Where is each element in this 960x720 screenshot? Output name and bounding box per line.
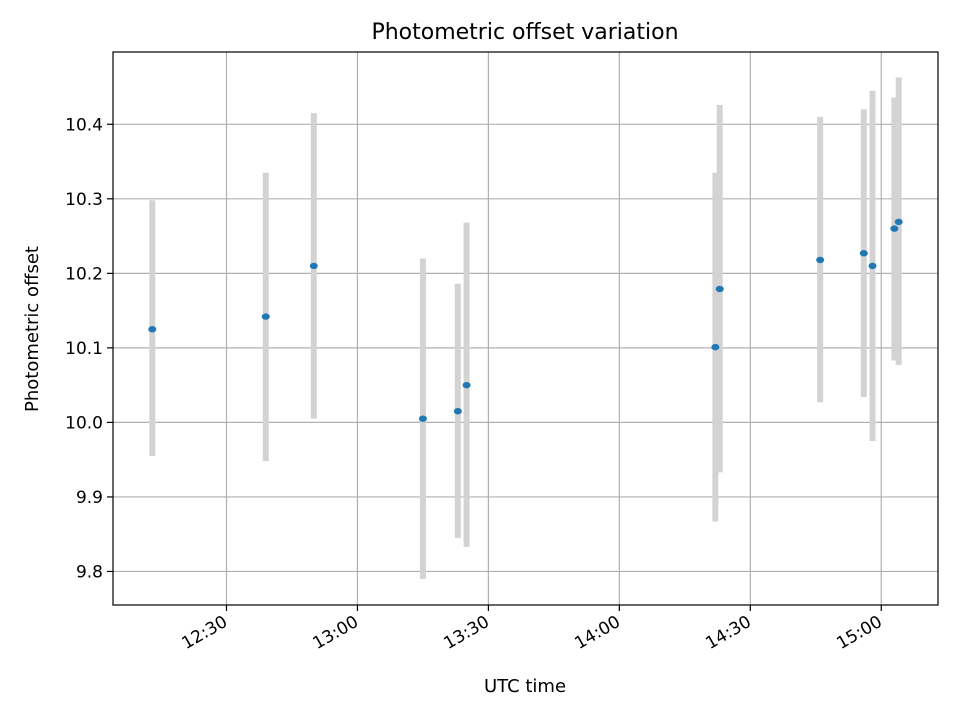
data-point — [816, 256, 825, 264]
y-tick-label: 10.1 — [65, 339, 103, 359]
y-axis-label: Photometric offset — [22, 246, 43, 412]
x-tick-label: 13:00 — [310, 612, 362, 654]
x-tick-label: 12:30 — [179, 612, 231, 654]
plot-frame — [112, 51, 939, 606]
chart-title: Photometric offset variation — [371, 20, 678, 45]
data-point — [890, 225, 899, 232]
y-tick-label: 10.4 — [65, 115, 103, 135]
grid — [113, 52, 938, 605]
data-point — [894, 218, 903, 226]
data-point — [711, 343, 720, 351]
y-tick-label: 10.2 — [65, 264, 103, 284]
data-point — [309, 262, 318, 270]
y-tick-label: 9.9 — [76, 488, 103, 508]
data-point — [868, 262, 877, 270]
error-bars — [149, 77, 902, 579]
data-point — [462, 381, 471, 389]
x-tick-label: 15:00 — [833, 612, 885, 654]
data-point — [418, 415, 427, 422]
data-points — [148, 218, 903, 422]
data-point — [148, 326, 157, 333]
y-axis-ticks: 9.8 9.9 10.0 10.1 10.2 10.3 10.4 — [65, 115, 113, 582]
data-point — [261, 313, 270, 320]
x-axis-ticks: 12:30 13:00 13:30 14:00 14:30 15:00 — [179, 605, 886, 654]
y-tick-label: 10.3 — [65, 190, 103, 210]
x-tick-label: 14:30 — [702, 612, 754, 654]
x-axis-label: UTC time — [484, 676, 566, 697]
data-point — [859, 250, 868, 257]
data-point — [715, 285, 724, 293]
data-point — [453, 408, 462, 415]
x-tick-label: 13:30 — [440, 612, 492, 654]
x-tick-label: 14:00 — [571, 612, 623, 654]
y-tick-label: 9.8 — [76, 562, 103, 582]
y-tick-label: 10.0 — [65, 413, 103, 433]
